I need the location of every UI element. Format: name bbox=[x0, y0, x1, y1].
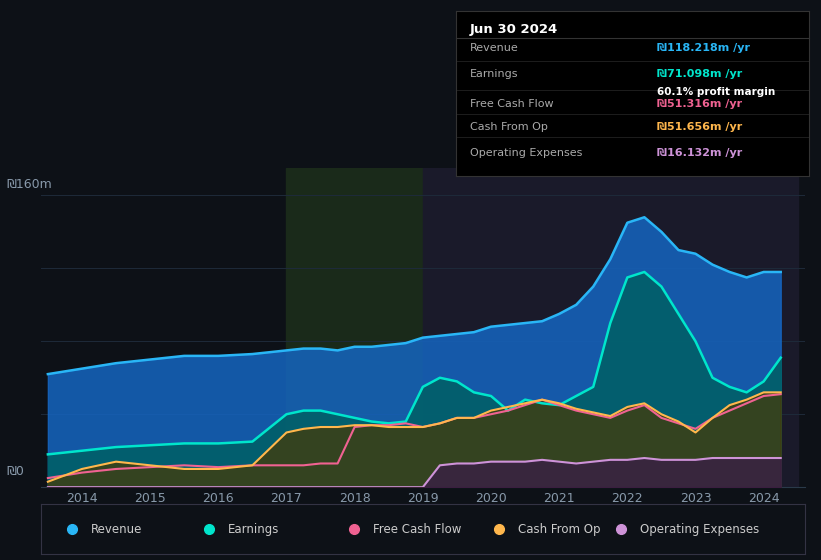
Text: Free Cash Flow: Free Cash Flow bbox=[470, 99, 553, 109]
Text: ₪51.656m /yr: ₪51.656m /yr bbox=[657, 122, 742, 132]
Text: ₪71.098m /yr: ₪71.098m /yr bbox=[657, 69, 742, 79]
Text: ₪51.316m /yr: ₪51.316m /yr bbox=[657, 99, 742, 109]
Text: ₪0: ₪0 bbox=[7, 465, 25, 478]
Text: Free Cash Flow: Free Cash Flow bbox=[374, 522, 461, 536]
Text: Earnings: Earnings bbox=[470, 69, 518, 79]
Text: Cash From Op: Cash From Op bbox=[470, 122, 548, 132]
Text: Earnings: Earnings bbox=[228, 522, 279, 536]
Text: Revenue: Revenue bbox=[470, 43, 519, 53]
Text: 60.1% profit margin: 60.1% profit margin bbox=[657, 87, 775, 97]
Text: Operating Expenses: Operating Expenses bbox=[470, 148, 582, 158]
Text: Cash From Op: Cash From Op bbox=[518, 522, 601, 536]
Bar bbox=[423, 168, 798, 487]
Text: ₪118.218m /yr: ₪118.218m /yr bbox=[657, 43, 750, 53]
Text: ₪160m: ₪160m bbox=[7, 178, 53, 190]
Text: Jun 30 2024: Jun 30 2024 bbox=[470, 23, 558, 36]
Text: Revenue: Revenue bbox=[90, 522, 142, 536]
Text: ₪16.132m /yr: ₪16.132m /yr bbox=[657, 148, 742, 158]
Bar bbox=[287, 168, 423, 487]
Text: Operating Expenses: Operating Expenses bbox=[640, 522, 759, 536]
